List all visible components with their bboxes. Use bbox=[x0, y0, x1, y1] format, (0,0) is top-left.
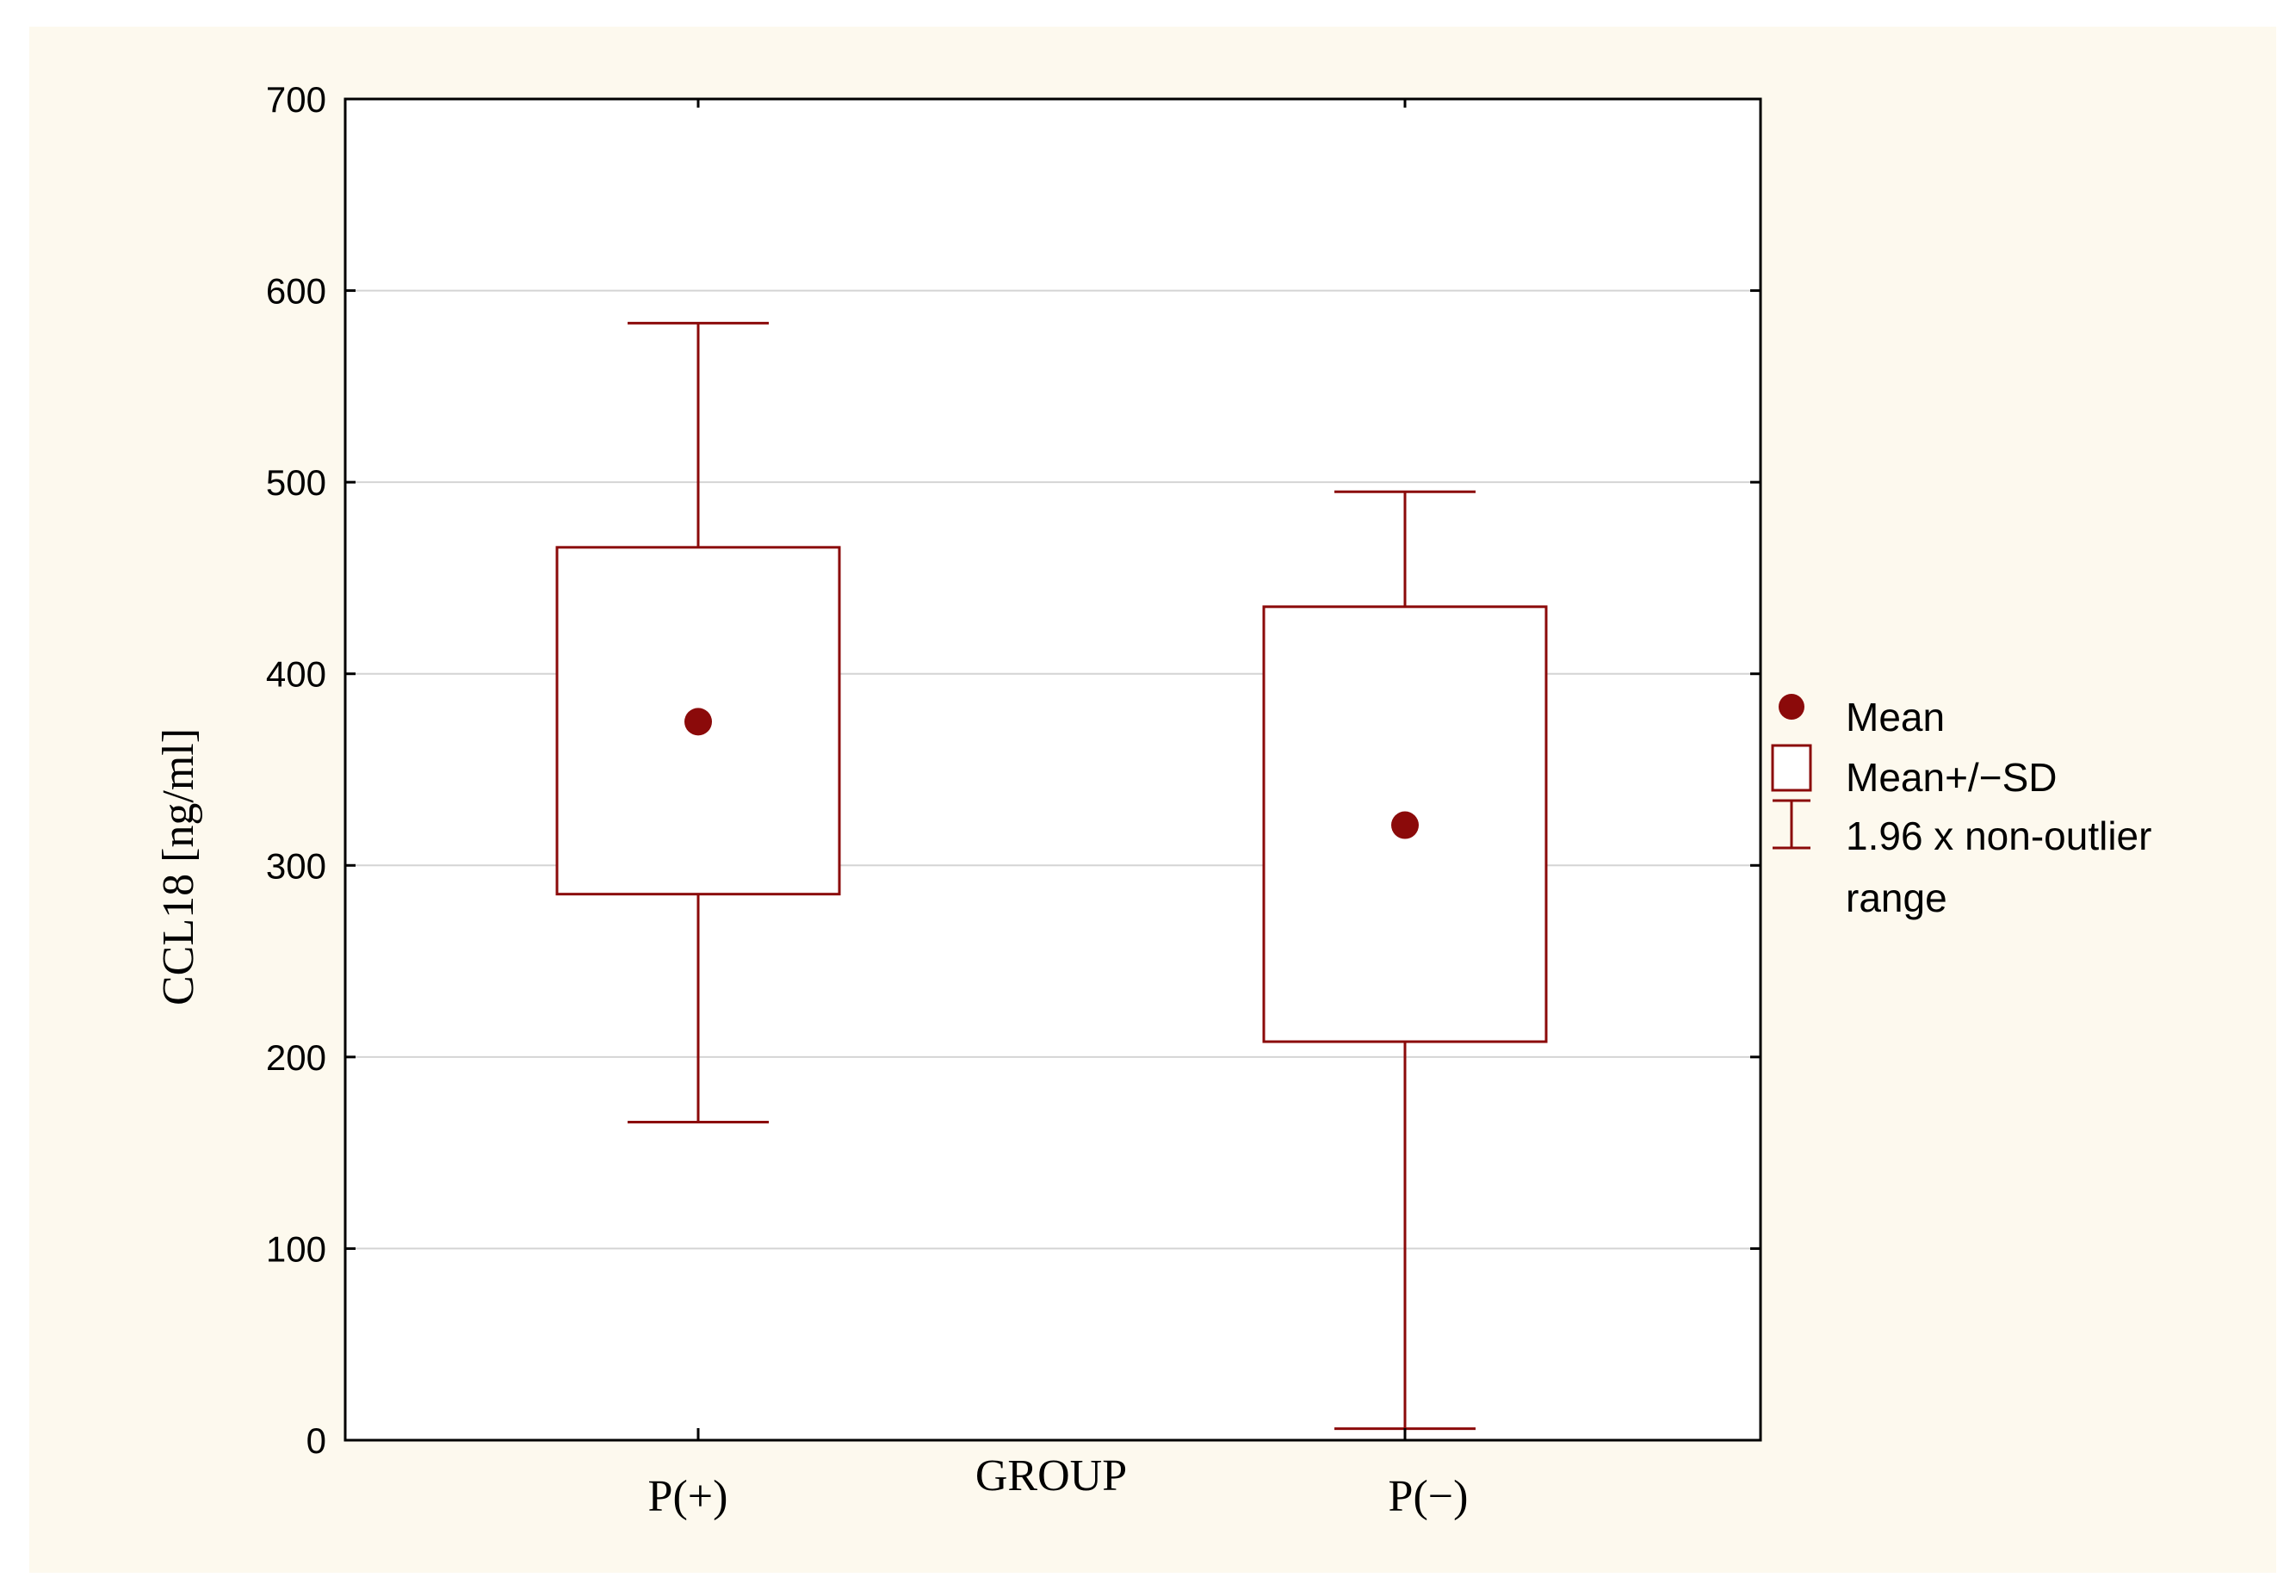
legend: Mean Mean+/−SD 1.96 x non-outlier range bbox=[1771, 694, 2151, 920]
x-axis-label: GROUP bbox=[975, 1451, 1127, 1500]
legend-mean-label: Mean bbox=[1846, 695, 1945, 739]
legend-sd-marker bbox=[1771, 744, 1812, 792]
plot-frame bbox=[343, 97, 1762, 1442]
legend-whisker-label-cont: range bbox=[1846, 875, 1947, 920]
y-axis: 0 100 200 300 400 500 600 700 bbox=[266, 79, 1761, 1461]
y-tick-label-700: 700 bbox=[266, 79, 326, 120]
box-plot-chart: 0 100 200 300 400 500 600 700 P(+) P(−) CCL18 [n… bbox=[154, 79, 2151, 1521]
y-tick-label-100: 100 bbox=[266, 1228, 326, 1269]
legend-whisker-marker bbox=[1773, 799, 1810, 850]
chart-figure: 0 100 200 300 400 500 600 700 P(+) P(−) CCL18 [n… bbox=[29, 27, 2276, 1573]
mean-point-group-1 bbox=[684, 708, 712, 736]
y-tick-label-600: 600 bbox=[266, 271, 326, 312]
y-tick-label-300: 300 bbox=[266, 845, 326, 886]
boxes-layer bbox=[555, 321, 1548, 1431]
legend-mean-marker bbox=[1779, 694, 1804, 720]
y-tick-label-200: 200 bbox=[266, 1037, 326, 1078]
legend-whisker-label: 1.96 x non-outlier bbox=[1846, 813, 2151, 858]
x-axis: P(+) P(−) bbox=[648, 99, 1469, 1521]
x-tick-label-group-2: P(−) bbox=[1389, 1472, 1469, 1521]
y-axis-label: CCL18 [ng/ml] bbox=[154, 728, 203, 1005]
y-tick-label-500: 500 bbox=[266, 462, 326, 503]
y-tick-label-400: 400 bbox=[266, 654, 326, 695]
x-tick-label-group-1: P(+) bbox=[648, 1472, 728, 1521]
y-tick-label-0: 0 bbox=[306, 1420, 326, 1461]
mean-point-group-2 bbox=[1391, 811, 1419, 839]
legend-sd-label: Mean+/−SD bbox=[1846, 755, 2057, 800]
